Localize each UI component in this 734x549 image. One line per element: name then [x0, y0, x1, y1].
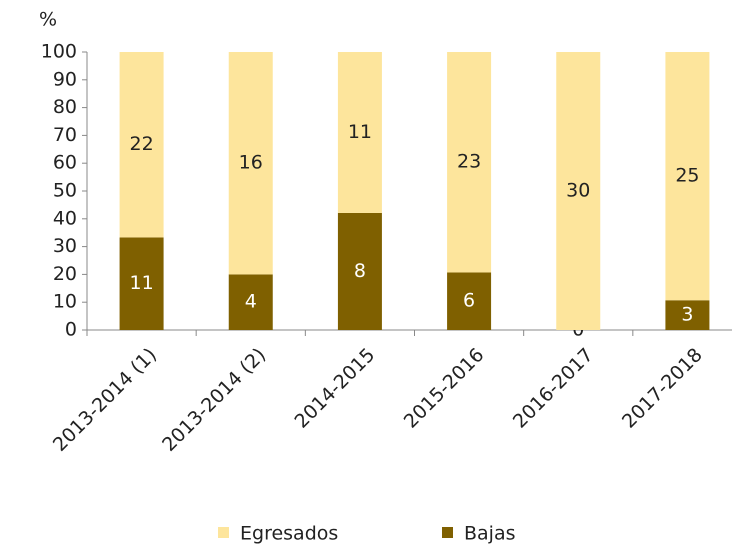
bar-segment [665, 52, 710, 301]
bar-segment [337, 212, 382, 330]
bar-segment [556, 52, 601, 330]
y-tick-label: 10 [53, 291, 77, 313]
legend-label: Egresados [240, 523, 338, 545]
x-tick-label: 2016-2017 [509, 344, 598, 433]
legend-swatch [218, 527, 229, 538]
data-label: 16 [239, 152, 263, 174]
bar-segment [119, 237, 164, 330]
bar-segment [228, 52, 273, 275]
bar-segment [665, 300, 710, 330]
y-tick-label: 70 [53, 124, 77, 146]
data-label: 30 [566, 180, 590, 202]
x-tick-label: 2015-2016 [400, 344, 489, 433]
y-unit: % [39, 9, 57, 31]
x-tick-label: 2014-2015 [291, 344, 380, 433]
data-label: 4 [245, 291, 257, 313]
data-label: 3 [681, 304, 693, 326]
y-tick-label: 80 [53, 96, 77, 118]
y-tick-label: 60 [53, 152, 77, 174]
y-tick-label: 90 [53, 68, 77, 90]
bar-segment [337, 52, 382, 213]
x-tick-label: 2013-2014 (2) [158, 344, 270, 456]
y-tick-label: 0 [65, 319, 77, 341]
data-label: 23 [457, 151, 481, 173]
data-label: 11 [129, 272, 153, 294]
y-tick-label: 100 [41, 41, 77, 63]
bar-segment [447, 272, 492, 330]
data-label: 25 [675, 165, 699, 187]
bar-segment [447, 52, 492, 273]
y-tick-label: 40 [53, 207, 77, 229]
bar-segment [119, 52, 164, 238]
y-tick-label: 30 [53, 235, 77, 257]
y-tick-label: 50 [53, 180, 77, 202]
x-tick-label: 2013-2014 (1) [49, 344, 161, 456]
legend-label: Bajas [464, 523, 516, 545]
data-label: 8 [354, 260, 366, 282]
x-tick-label: 2017-2018 [618, 344, 707, 433]
data-label: 22 [129, 133, 153, 155]
legend-swatch [442, 527, 453, 538]
bar-segment [228, 274, 273, 330]
data-label: 11 [348, 121, 372, 143]
y-tick-label: 20 [53, 263, 77, 285]
data-label: 6 [463, 290, 475, 312]
